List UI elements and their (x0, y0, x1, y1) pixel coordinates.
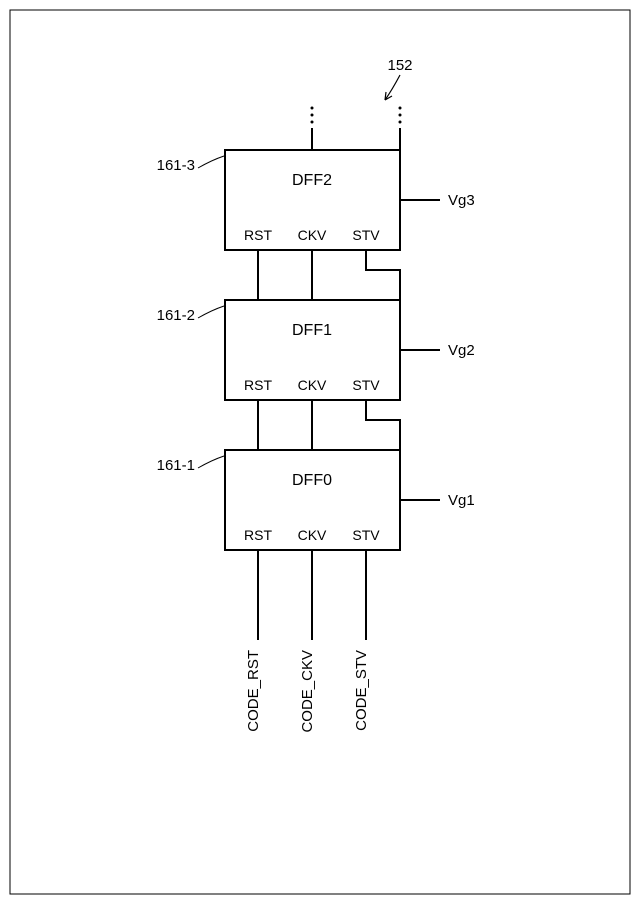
figure-ref-label: 152 (387, 57, 412, 74)
block-dff2-out: Vg3 (448, 192, 475, 209)
block-dff2-name: DFF2 (292, 172, 332, 189)
block-dff0-pin-rst: RST (244, 527, 272, 543)
figure-ref-arrow (385, 75, 400, 100)
continuation-dots-top (311, 107, 402, 124)
block-dff1: DFF1 RST CKV STV 161-2 Vg2 (157, 300, 475, 400)
label-code-ckv: CODE_CKV (299, 650, 316, 733)
block-dff0-pin-ckv: CKV (298, 527, 327, 543)
block-dff0: DFF0 RST CKV STV 161-1 Vg1 (157, 450, 475, 550)
block-dff0-pin-stv: STV (352, 527, 380, 543)
page-border (10, 10, 630, 894)
block-dff2-pin-stv: STV (352, 227, 380, 243)
block-dff2-ref: 161-3 (157, 157, 195, 174)
figure-ref-arrowhead (385, 92, 392, 100)
block-dff2: DFF2 RST CKV STV 161-3 Vg3 (157, 128, 475, 250)
block-dff2-pin-rst: RST (244, 227, 272, 243)
block-dff1-pin-ckv: CKV (298, 377, 327, 393)
block-dff0-ref: 161-1 (157, 457, 195, 474)
block-dff0-out: Vg1 (448, 492, 475, 509)
block-dff1-pin-rst: RST (244, 377, 272, 393)
label-code-rst: CODE_RST (245, 650, 262, 732)
block-dff1-pin-stv: STV (352, 377, 380, 393)
block-dff2-pin-ckv: CKV (298, 227, 327, 243)
block-dff1-name: DFF1 (292, 322, 332, 339)
block-dff1-ref: 161-2 (157, 307, 195, 324)
circuit-diagram: 152 DFF2 RST CKV STV 161-3 Vg3 DFF1 RST … (0, 0, 640, 904)
block-dff1-out: Vg2 (448, 342, 475, 359)
label-code-stv: CODE_STV (353, 650, 370, 731)
block-dff0-name: DFF0 (292, 472, 332, 489)
